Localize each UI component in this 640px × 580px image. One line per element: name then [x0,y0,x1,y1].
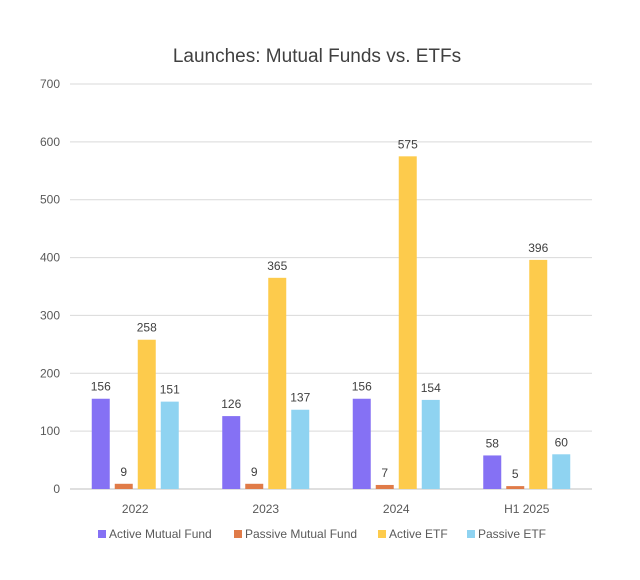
y-tick-label: 600 [40,135,60,149]
bar [421,399,440,489]
legend-label: Passive Mutual Fund [245,527,357,541]
data-labels: 156 9 258 151 126 9 365 137 156 7 575 154 58 5 396 60 [91,137,569,481]
y-tick-label: 100 [40,424,60,438]
y-tick-label: 400 [40,251,60,265]
bar [137,339,156,489]
legend: Active Mutual Fund Passive Mutual Fund Act… [98,527,546,541]
data-label: 60 [555,435,569,449]
data-label: 575 [398,137,418,151]
bar [375,484,394,489]
bar [483,455,502,489]
y-tick-label: 700 [40,77,60,91]
x-tick-label: 2022 [122,502,149,516]
x-tick-label: 2024 [383,502,410,516]
data-label: 5 [512,467,519,481]
data-label: 258 [137,321,157,335]
bar [91,398,110,489]
bars [91,156,571,490]
data-label: 156 [352,380,372,394]
x-axis-ticks: 2022 2023 2024 H1 2025 [122,502,550,516]
y-tick-label: 0 [53,482,60,496]
bar [291,409,310,489]
data-label: 151 [160,383,180,397]
y-axis-ticks: 0 100 200 300 400 500 600 700 [40,77,60,496]
gridlines [70,83,592,490]
chart-title: Launches: Mutual Funds vs. ETFs [173,46,461,67]
bar [398,156,417,490]
bar [222,416,241,489]
legend-swatch [467,530,475,538]
bar [552,454,571,489]
data-label: 156 [91,380,111,394]
data-label: 365 [267,259,287,273]
x-tick-label: 2023 [252,502,279,516]
bar [245,483,264,489]
y-tick-label: 500 [40,193,60,207]
legend-swatch [378,530,386,538]
data-label: 137 [290,391,310,405]
data-label: 7 [381,466,388,480]
bar [114,483,133,489]
legend-swatch [98,530,106,538]
y-tick-label: 300 [40,308,60,322]
bar [529,259,548,489]
legend-swatch [234,530,242,538]
legend-label: Passive ETF [478,527,546,541]
data-label: 9 [120,465,127,479]
data-label: 58 [486,436,500,450]
data-label: 126 [221,397,241,411]
bar [160,401,179,489]
x-tick-label: H1 2025 [504,502,550,516]
data-label: 154 [421,381,441,395]
data-label: 9 [251,465,258,479]
bar [268,277,287,489]
legend-label: Active Mutual Fund [109,527,212,541]
data-label: 396 [528,241,548,255]
legend-label: Active ETF [389,527,448,541]
y-tick-label: 200 [40,366,60,380]
bar [352,398,371,489]
bar [506,486,525,489]
